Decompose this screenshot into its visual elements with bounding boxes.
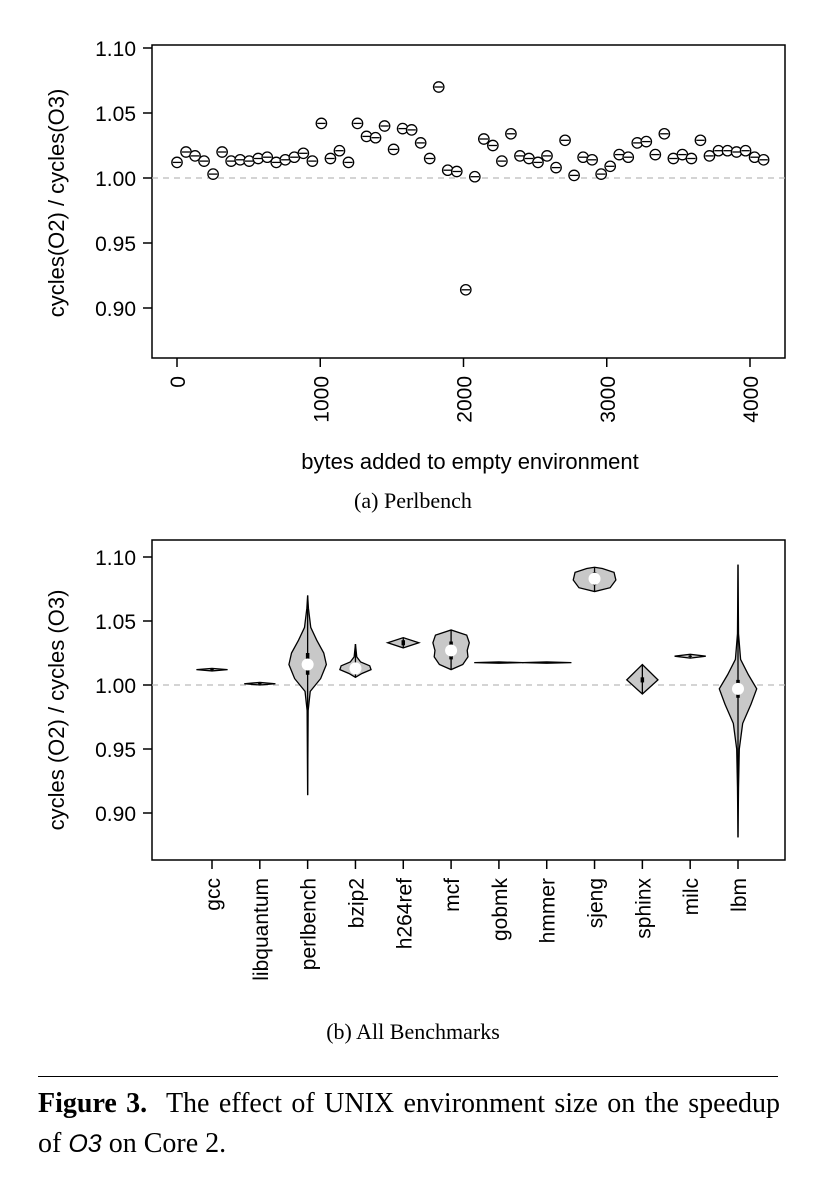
x-tick-label: libquantum (250, 878, 273, 981)
caption-emph: O3 (68, 1130, 102, 1158)
subcaption-b: (b) All Benchmarks (326, 1019, 500, 1044)
subcaption-a: (a) Perlbench (354, 488, 472, 513)
violin-median-bzip2 (349, 662, 362, 675)
y-tick-label: 1.10 (95, 38, 136, 61)
x-tick-label: 1000 (310, 376, 333, 423)
x-tick-label: mcf (441, 878, 464, 912)
caption-rule (38, 1076, 778, 1077)
y-tick-label: 0.90 (95, 298, 136, 321)
all-benchmarks-violin-plot: cycles (O2) / cycles (O3) 0.90 0.95 1.00 1.… (44, 539, 786, 981)
figure-label: Figure 3. (38, 1088, 148, 1119)
y-tick-label: 1.00 (95, 168, 136, 191)
x-tick-label: perlbench (298, 878, 321, 970)
x-tick-label: sphinx (632, 878, 655, 939)
x-tick-label: 3000 (597, 376, 620, 423)
y-tick-label: 0.95 (95, 739, 136, 762)
x-tick-label: bzip2 (345, 878, 368, 928)
x-tick-label: 2000 (454, 376, 477, 423)
plot-frame (151, 44, 786, 359)
violin-median-perlbench (301, 658, 314, 671)
y-tick-label: 0.95 (95, 233, 136, 256)
plot-frame (151, 539, 786, 861)
y-axis-label: cycles(O2) / cycles(O3) (44, 89, 69, 318)
y-tick-label: 1.00 (95, 675, 136, 698)
y-axis-label: cycles (O2) / cycles (O3) (44, 590, 69, 831)
x-tick-label: 0 (167, 376, 190, 388)
x-tick-label: sjeng (585, 878, 608, 928)
x-tick-label: gcc (202, 878, 225, 911)
perlbench-scatter-plot: cycles(O2) / cycles(O3) bytes added to e… (44, 38, 786, 474)
x-axis-label: bytes added to empty environment (301, 449, 639, 474)
figure-caption: Figure 3. The effect of UNIX environment… (38, 1084, 780, 1164)
x-tick-label: h264ref (393, 878, 416, 949)
x-tick-label: milc (680, 878, 703, 915)
caption-text-before: The effect of UNIX environment size on t… (38, 1088, 780, 1159)
violin-median-lbm (732, 682, 744, 695)
violin-median-sjeng (588, 572, 601, 585)
y-tick-label: 0.90 (95, 803, 136, 826)
x-tick-label: 4000 (740, 376, 763, 423)
caption-text-after: on Core 2. (108, 1128, 227, 1159)
x-tick-label: lbm (728, 878, 751, 912)
x-tick-label: gobmk (489, 878, 512, 942)
violin-median-mcf (445, 644, 458, 657)
x-tick-label: hmmer (537, 878, 560, 943)
y-tick-label: 1.05 (95, 103, 136, 126)
y-tick-label: 1.05 (95, 611, 136, 634)
y-tick-label: 1.10 (95, 547, 136, 570)
